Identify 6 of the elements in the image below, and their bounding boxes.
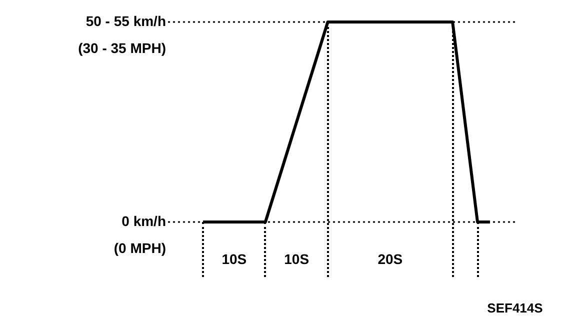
ref-line-label: 50 - 55 km/h (30 - 35 MPH)	[78, 12, 166, 56]
ref-line-label: 0 km/h (0 MPH)	[114, 212, 166, 256]
text: SEF414S	[487, 300, 543, 316]
text: 20S	[378, 251, 403, 267]
text: 10S	[222, 251, 247, 267]
text: 10S	[284, 251, 310, 267]
